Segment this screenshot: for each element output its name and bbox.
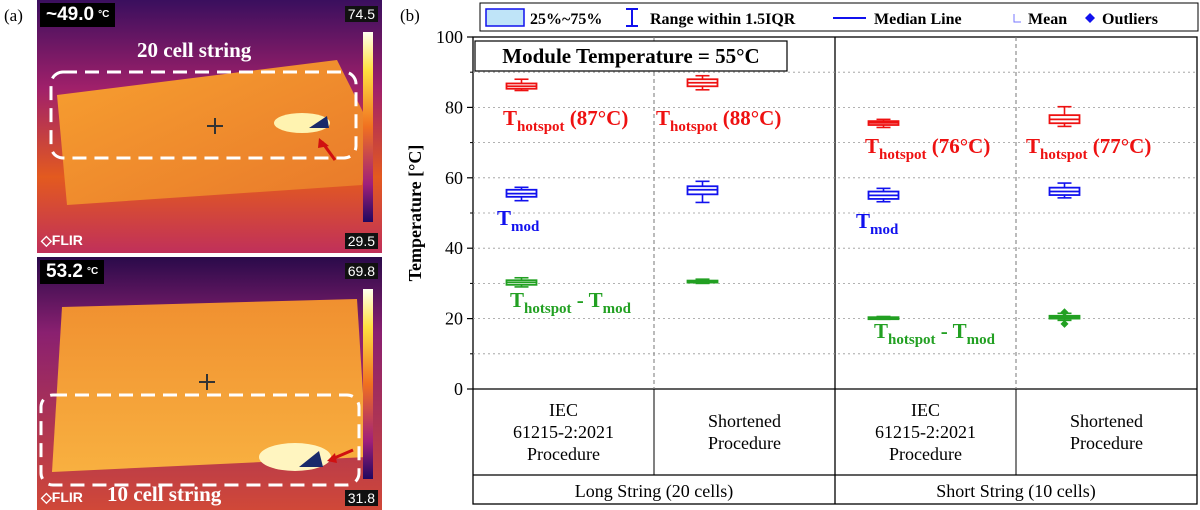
x-group-label: Long String (20 cells) [575,481,733,502]
y-tick-label: 0 [454,379,463,399]
y-tick-label: 80 [445,97,463,117]
legend-label: Median Line [874,11,962,28]
thermal-picture [37,257,382,510]
thermal-caption: 10 cell string [107,482,222,506]
legend-swatch-mean [1013,14,1021,23]
series-annotation: Thotspot - Tmod [510,288,632,317]
x-category-label: 61215-2:2021 [875,422,976,442]
y-tick-label: 20 [445,309,463,329]
panel-label-b: (b) [400,6,420,25]
x-category-label: Procedure [708,433,781,453]
box-1-2 [867,187,900,203]
thermal-image-10-cell: 53.2 °C 69.8 31.8 ◇FLIR 10 cell string [37,257,382,510]
box-2-0 [505,276,538,288]
legend-label: 25%~75% [530,11,602,28]
y-tick-label: 60 [445,168,463,188]
x-category-label: 61215-2:2021 [513,422,614,442]
box-2-2 [867,315,900,321]
x-category-label: Procedure [1070,433,1143,453]
x-category-label: IEC [549,400,578,420]
x-category-label: IEC [911,400,940,420]
chart-title: Module Temperature = 55°C [502,44,759,68]
flir-logo: ◇FLIR [41,489,83,505]
x-category-label: Shortened [1070,411,1143,431]
scale-min: 31.8 [344,490,378,506]
legend-swatch-iqr [485,8,525,27]
series-annotation: Thotspot (88°C) [656,106,781,135]
x-category-label: Shortened [708,411,781,431]
legend-label: Mean [1028,11,1067,28]
legend-label: Outliers [1102,11,1158,28]
scale-max: 69.8 [344,263,378,279]
x-group-label: Short String (10 cells) [936,481,1096,502]
y-tick-label: 40 [445,238,463,258]
y-tick-label: 100 [436,27,463,47]
box-1-1 [686,180,719,204]
series-annotation: Thotspot (76°C) [865,134,990,163]
outlier-point [1060,319,1069,328]
x-category-label: Procedure [527,444,600,464]
box-0-1 [686,74,719,91]
box-0-2 [867,118,900,129]
y-axis-label: Temperature [°C] [405,145,425,282]
scale-min: 29.5 [344,233,378,249]
box-0-3 [1048,105,1081,128]
chart-title-box [474,40,788,72]
legend-label: Range within 1.5IQR [650,11,796,28]
box-1-0 [505,186,538,202]
legend-swatch-outlier [1085,13,1095,23]
series-annotation: Thotspot - Tmod [874,319,996,348]
outlier-point [1060,308,1069,317]
scale-max: 74.5 [344,6,378,22]
flir-logo: ◇FLIR [41,232,83,248]
thermal-caption: 20 cell string [137,38,252,62]
x-category-label: Procedure [889,444,962,464]
box-2-1 [686,278,719,285]
legend: 25%~75% Range within 1.5IQR Median Line Mea… [479,2,1199,32]
temperature-readout: 53.2 °C [40,260,105,284]
series-annotation: Tmod [856,209,899,238]
series-annotation: Tmod [497,206,540,235]
temperature-readout: ~49.0 °C [40,3,116,27]
series-annotation: Thotspot (77°C) [1026,134,1151,163]
box-1-3 [1048,182,1081,199]
thermal-image-20-cell: ~49.0 °C 74.5 29.5 ◇FLIR 20 cell string [37,0,382,253]
panel-label-a: (a) [4,6,23,25]
series-annotation: Thotspot (87°C) [503,106,628,135]
box-0-0 [505,78,538,92]
thermal-picture [37,0,382,253]
